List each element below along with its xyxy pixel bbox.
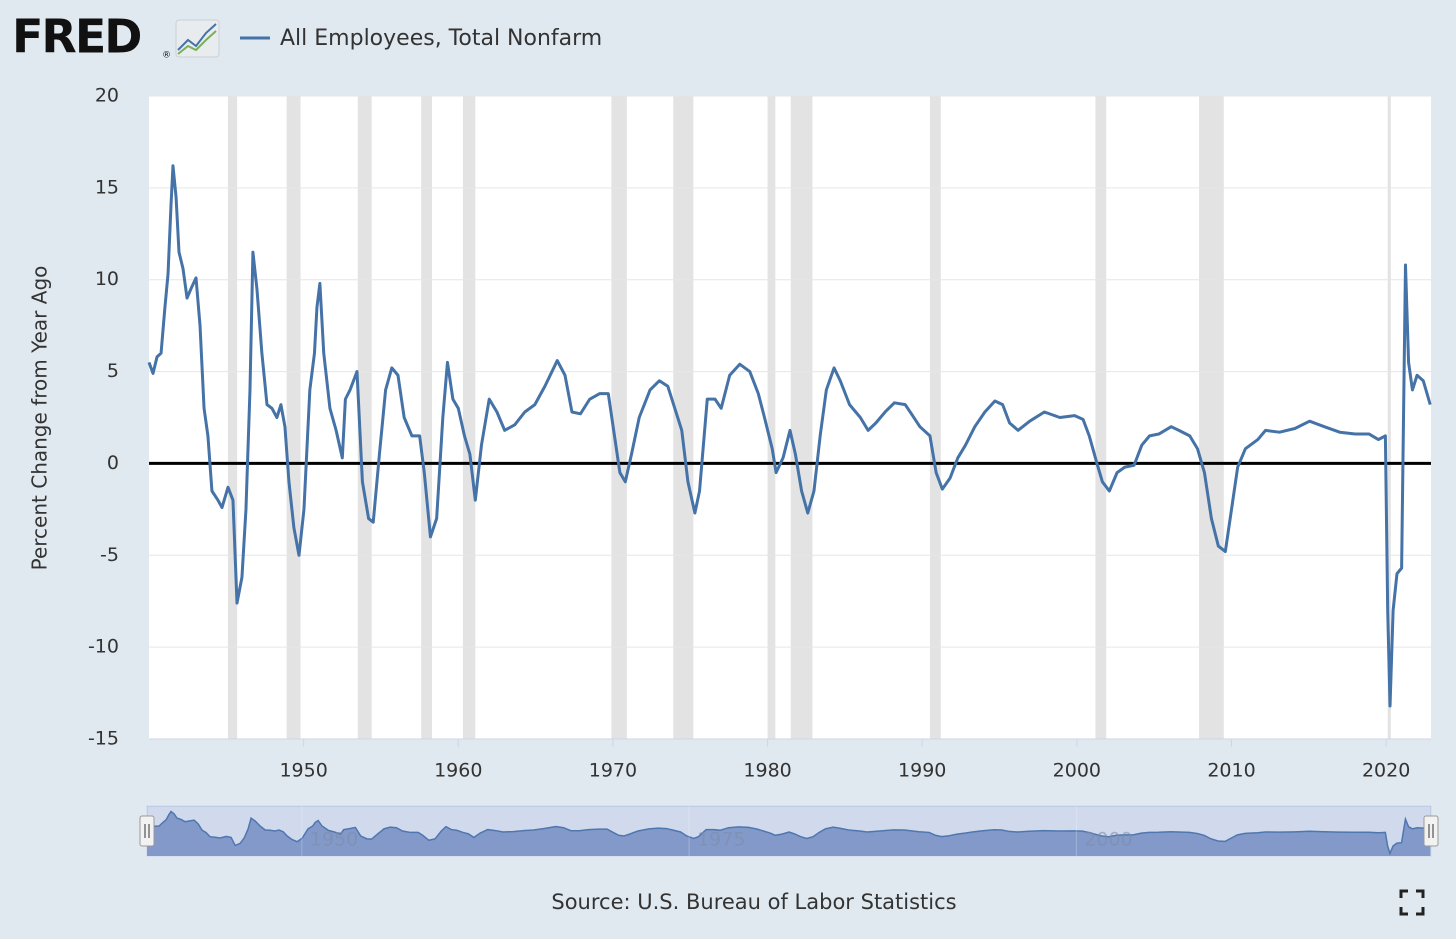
recession-band bbox=[462, 96, 476, 739]
x-tick-label: 2020 bbox=[1362, 760, 1410, 782]
recession-band bbox=[790, 96, 813, 739]
y-tick-label: -5 bbox=[100, 544, 119, 566]
y-tick-label: -10 bbox=[88, 636, 119, 658]
y-tick-label: 15 bbox=[95, 176, 119, 198]
navigator-handle[interactable] bbox=[1423, 815, 1439, 847]
logo-mark: ® bbox=[162, 51, 171, 61]
recession-band bbox=[286, 96, 301, 739]
recession-band bbox=[673, 96, 694, 739]
recession-band bbox=[227, 96, 238, 739]
x-tick-label: 1950 bbox=[279, 760, 327, 782]
logo-icon bbox=[175, 19, 220, 58]
y-tick-label: 10 bbox=[95, 268, 119, 290]
x-tick-label: 1970 bbox=[589, 760, 637, 782]
x-tick-label: 1990 bbox=[898, 760, 946, 782]
legend-label: All Employees, Total Nonfarm bbox=[280, 26, 602, 51]
plot-area bbox=[149, 96, 1431, 739]
x-tick-label: 2010 bbox=[1207, 760, 1255, 782]
recession-band bbox=[767, 96, 776, 739]
y-axis-label: Percent Change from Year Ago bbox=[28, 266, 52, 571]
recession-band bbox=[1095, 96, 1107, 739]
recession-band bbox=[929, 96, 941, 739]
logo: FRED bbox=[12, 10, 140, 64]
navigator-line bbox=[146, 810, 1431, 856]
y-tick-label: 0 bbox=[107, 452, 119, 474]
navigator-tick-label: 1950 bbox=[310, 829, 358, 851]
navigator-selection bbox=[147, 806, 1431, 856]
x-tick-label: 1980 bbox=[743, 760, 791, 782]
navigator-handle-body bbox=[1423, 815, 1439, 847]
y-tick-label: 20 bbox=[95, 85, 119, 107]
series-line bbox=[147, 164, 1432, 708]
fullscreen-icon[interactable] bbox=[1399, 889, 1425, 916]
navigator-tick-label: 2000 bbox=[1084, 829, 1132, 851]
navigator-tick-label: 1975 bbox=[697, 829, 745, 851]
recession-band bbox=[611, 96, 627, 739]
recession-band bbox=[1199, 96, 1224, 739]
source: Source: U.S. Bureau of Labor Statistics bbox=[551, 890, 956, 914]
x-tick-label: 1960 bbox=[434, 760, 482, 782]
recession-band bbox=[357, 96, 372, 739]
recession-band bbox=[421, 96, 432, 739]
y-tick-label: 5 bbox=[107, 360, 119, 382]
navigator-handle-body bbox=[139, 815, 155, 847]
recession-band bbox=[1387, 96, 1391, 739]
navigator-area bbox=[147, 811, 1431, 856]
x-tick-label: 2000 bbox=[1053, 760, 1101, 782]
navigator-handle[interactable] bbox=[139, 815, 155, 847]
y-tick-label: -15 bbox=[88, 728, 119, 750]
